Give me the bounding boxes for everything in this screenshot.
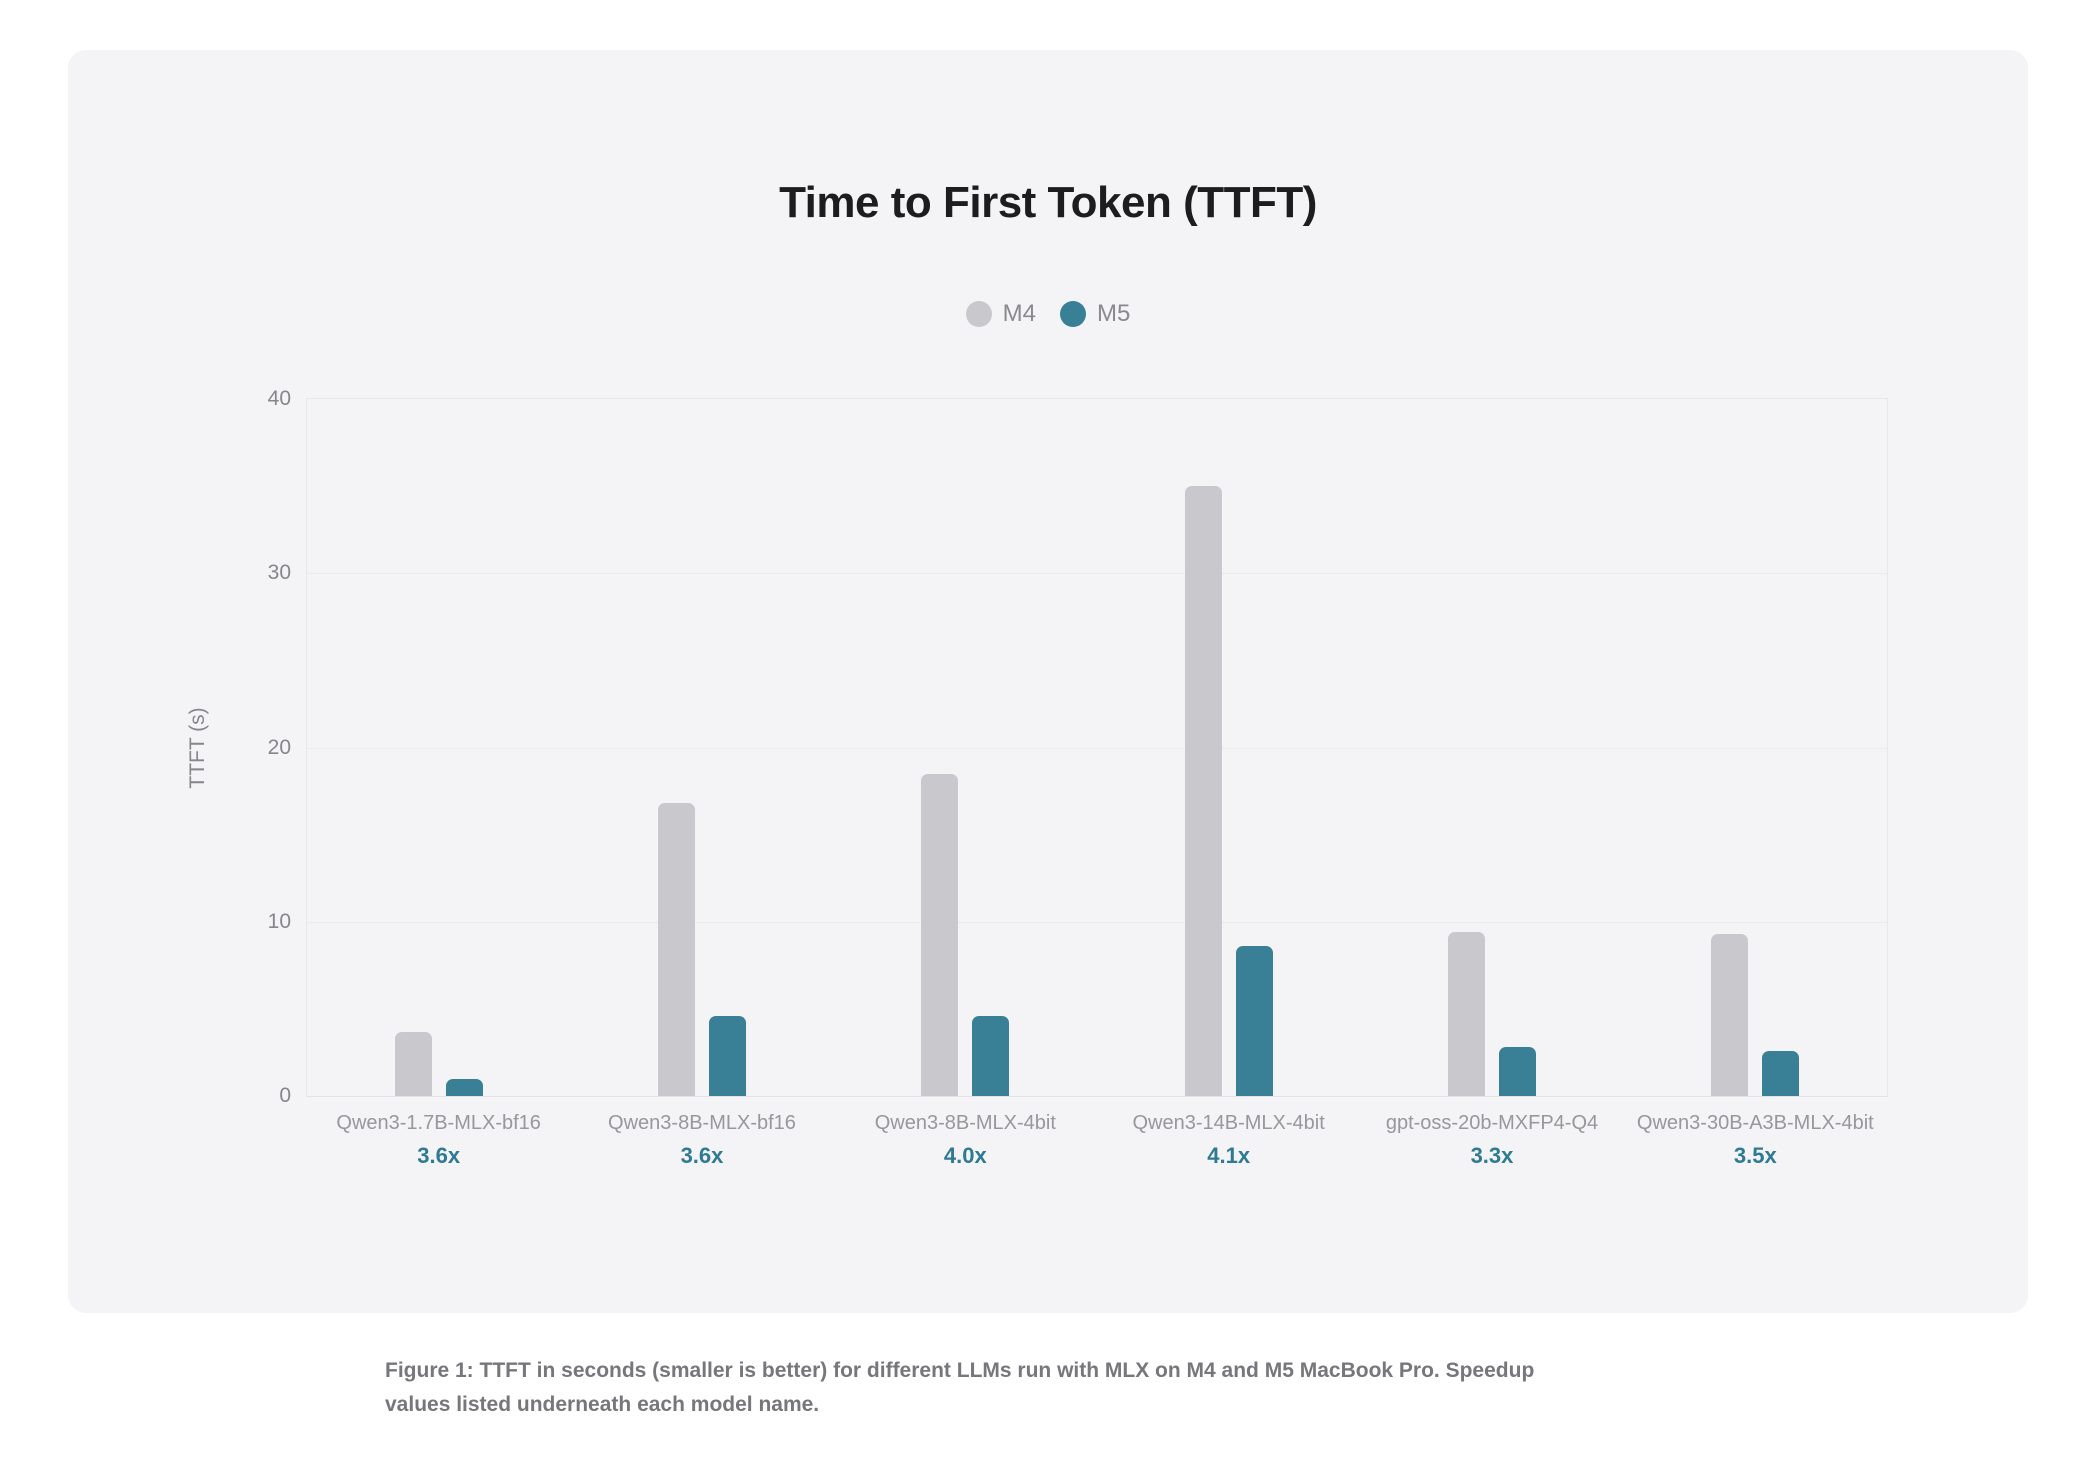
plot-area: TTFT (s) 0 10 20 30 40 Qwen3-1.7B-MLX-bf16 3.6…: [186, 387, 1888, 1168]
bar-pair: [1624, 399, 1887, 1096]
bar-group: Qwen3-8B-MLX-4bit 4.0x: [834, 399, 1097, 1168]
m5-bar: [1235, 946, 1273, 1096]
m4-bar: [1711, 933, 1749, 1096]
gridline: [307, 747, 1887, 749]
chart-title: Time to First Token (TTFT): [779, 178, 1317, 227]
y-tick-label: 30: [267, 561, 291, 585]
model-name-label: Qwen3-14B-MLX-4bit: [1132, 1112, 1325, 1134]
chart-card: Time to First Token (TTFT) M4 M5 TTFT (s)…: [68, 50, 2028, 1313]
bar-group: Qwen3-8B-MLX-bf16 3.6x: [570, 399, 833, 1168]
speedup-value: 3.6x: [680, 1143, 724, 1168]
m4-legend-dot-icon: [965, 301, 992, 327]
bar-group: Qwen3-1.7B-MLX-bf16 3.6x: [307, 399, 570, 1168]
bar-group: gpt-oss-20b-MXFP4-Q4 3.3x: [1360, 399, 1623, 1168]
model-name-label: gpt-oss-20b-MXFP4-Q4: [1385, 1112, 1599, 1134]
y-axis-title: TTFT (s): [186, 706, 209, 789]
m4-bar: [921, 773, 959, 1096]
speedup-value: 3.3x: [1470, 1143, 1514, 1168]
m4-bar: [394, 1031, 432, 1096]
bar-pair: [1360, 399, 1623, 1096]
bar-group: Qwen3-14B-MLX-4bit 4.1x: [1097, 399, 1360, 1168]
y-tick-label: 0: [279, 1084, 291, 1107]
legend-item-m5: M5: [1060, 300, 1130, 328]
m4-bar: [1447, 932, 1485, 1096]
y-tick-label: 40: [267, 387, 291, 410]
gridline: [307, 921, 1887, 923]
m5-legend-dot-icon: [1060, 301, 1086, 327]
model-name-label: Qwen3-8B-MLX-bf16: [608, 1112, 796, 1134]
legend-label: M4: [1002, 300, 1036, 327]
m4-bar: [657, 803, 695, 1096]
model-name-label: Qwen3-1.7B-MLX-bf16: [336, 1112, 541, 1134]
bar-pair: [834, 399, 1097, 1096]
y-tick-label: 10: [267, 909, 291, 933]
model-name-label: Qwen3-30B-A3B-MLX-4bit: [1636, 1112, 1874, 1134]
speedup-value: 4.0x: [943, 1143, 987, 1168]
gridline: [307, 573, 1887, 575]
m5-bar: [972, 1015, 1010, 1096]
m5-bar: [445, 1078, 483, 1096]
speedup-value: 4.1x: [1207, 1143, 1251, 1168]
figure-caption-line-1: Figure 1: TTFT in seconds (smaller is be…: [385, 1359, 1535, 1382]
figure-caption-line-2: values listed underneath each model name…: [385, 1393, 820, 1416]
m5-bar: [1498, 1047, 1536, 1096]
figure-caption: Figure 1: TTFT in seconds (smaller is be…: [385, 1354, 1534, 1422]
legend-label: M5: [1097, 300, 1131, 327]
bar-group: Qwen3-30B-A3B-MLX-4bit 3.5x: [1624, 399, 1887, 1168]
legend-item-m4: M4: [965, 300, 1036, 328]
legend: M4 M5: [68, 300, 2028, 328]
bar-pair: [570, 399, 833, 1096]
y-tick-label: 20: [267, 735, 291, 759]
speedup-value: 3.5x: [1733, 1143, 1777, 1168]
m5-bar: [1762, 1050, 1800, 1096]
m5-bar: [708, 1015, 746, 1096]
speedup-value: 3.6x: [417, 1143, 461, 1168]
model-name-label: Qwen3-8B-MLX-4bit: [874, 1112, 1056, 1134]
bar-pair: [1097, 399, 1360, 1096]
m4-bar: [1184, 486, 1222, 1096]
bar-pair: [307, 399, 570, 1096]
